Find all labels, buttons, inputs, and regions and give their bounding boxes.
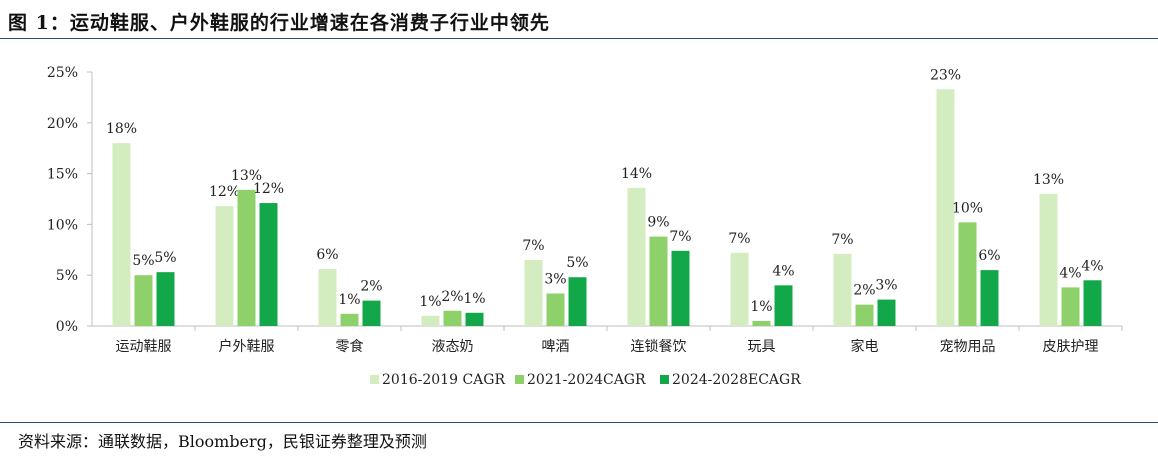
bar <box>568 277 587 326</box>
bar <box>980 270 999 326</box>
category-label: 家电 <box>851 338 879 355</box>
data-label: 13% <box>231 168 262 184</box>
category-label: 玩具 <box>748 339 776 355</box>
bar <box>774 285 793 326</box>
category-label: 连锁餐饮 <box>631 339 687 355</box>
data-label: 3% <box>875 278 897 294</box>
bar <box>958 222 977 326</box>
data-label: 5% <box>154 250 176 266</box>
bar <box>134 275 153 326</box>
bar <box>156 272 175 326</box>
bar <box>936 89 955 326</box>
category-label: 零食 <box>336 338 364 355</box>
data-label: 12% <box>209 184 240 200</box>
bar <box>237 189 256 326</box>
legend-swatch <box>660 375 669 384</box>
data-label: 3% <box>544 271 566 287</box>
bar <box>1039 193 1058 326</box>
bar <box>752 320 771 326</box>
bar <box>546 293 565 326</box>
data-label: 6% <box>316 247 338 263</box>
bar <box>1083 280 1102 326</box>
data-label: 1% <box>419 294 441 310</box>
data-label: 1% <box>463 291 485 307</box>
data-label: 10% <box>952 200 983 216</box>
data-label: 7% <box>728 231 750 247</box>
data-label: 4% <box>1059 265 1081 281</box>
data-label: 5% <box>132 253 154 269</box>
figure-title: 图 1：运动鞋服、户外鞋服的行业增速在各消费子行业中领先 <box>8 12 550 34</box>
legend-label: 2016-2019 CAGR <box>382 372 505 388</box>
bottom-rule <box>0 422 1158 423</box>
bar <box>318 269 337 326</box>
data-label: 2% <box>853 283 875 299</box>
data-label: 7% <box>831 232 853 248</box>
y-tick-label: 5% <box>56 268 78 284</box>
category-label: 运动鞋服 <box>116 339 172 355</box>
bar <box>421 315 440 326</box>
y-tick-label: 10% <box>47 217 78 233</box>
bar <box>730 252 749 326</box>
source-note: 资料来源：通联数据，Bloomberg，民银证券整理及预测 <box>18 432 427 451</box>
bar <box>215 206 234 326</box>
data-label: 4% <box>1081 258 1103 274</box>
top-rule <box>0 38 1158 39</box>
y-tick-label: 25% <box>47 65 78 81</box>
data-label: 2% <box>441 289 463 305</box>
data-label: 23% <box>930 67 961 83</box>
data-label: 7% <box>669 229 691 245</box>
data-label: 13% <box>1033 172 1064 188</box>
bar <box>649 236 668 326</box>
bar <box>524 259 543 326</box>
data-label: 1% <box>750 299 772 315</box>
data-label: 7% <box>522 238 544 254</box>
data-label: 6% <box>978 248 1000 264</box>
data-label: 9% <box>647 215 669 231</box>
category-label: 液态奶 <box>432 339 474 355</box>
data-label: 14% <box>621 166 652 182</box>
bar <box>855 304 874 326</box>
bar <box>877 299 896 326</box>
category-label: 啤酒 <box>542 339 570 355</box>
bar <box>340 313 359 326</box>
bar <box>112 143 131 326</box>
legend-label: 2024-2028ECAGR <box>672 372 801 388</box>
data-label: 12% <box>253 181 284 197</box>
bar <box>362 300 381 326</box>
bar <box>671 250 690 326</box>
legend-label: 2021-2024CAGR <box>527 372 646 388</box>
bar <box>465 312 484 326</box>
category-label: 宠物用品 <box>940 339 996 355</box>
bar <box>1061 287 1080 326</box>
data-label: 18% <box>106 121 137 137</box>
y-tick-label: 15% <box>47 167 78 183</box>
y-tick-label: 0% <box>56 319 78 335</box>
legend-swatch <box>515 375 524 384</box>
bar <box>259 203 278 326</box>
data-label: 5% <box>566 255 588 271</box>
data-label: 4% <box>772 263 794 279</box>
bar <box>443 310 462 326</box>
bar <box>833 253 852 326</box>
category-label: 户外鞋服 <box>219 338 275 355</box>
bar <box>627 187 646 326</box>
category-label: 皮肤护理 <box>1043 339 1099 355</box>
data-label: 2% <box>360 279 382 295</box>
y-tick-label: 20% <box>47 116 78 132</box>
legend-swatch <box>370 375 379 384</box>
data-label: 1% <box>338 292 360 308</box>
